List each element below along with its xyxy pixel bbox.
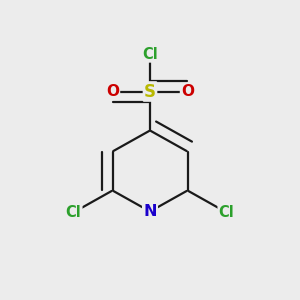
Text: S: S — [144, 82, 156, 100]
Text: Cl: Cl — [66, 205, 81, 220]
Text: N: N — [143, 204, 157, 219]
Text: Cl: Cl — [219, 205, 234, 220]
Text: O: O — [106, 84, 119, 99]
Text: Cl: Cl — [142, 46, 158, 62]
Text: O: O — [181, 84, 194, 99]
